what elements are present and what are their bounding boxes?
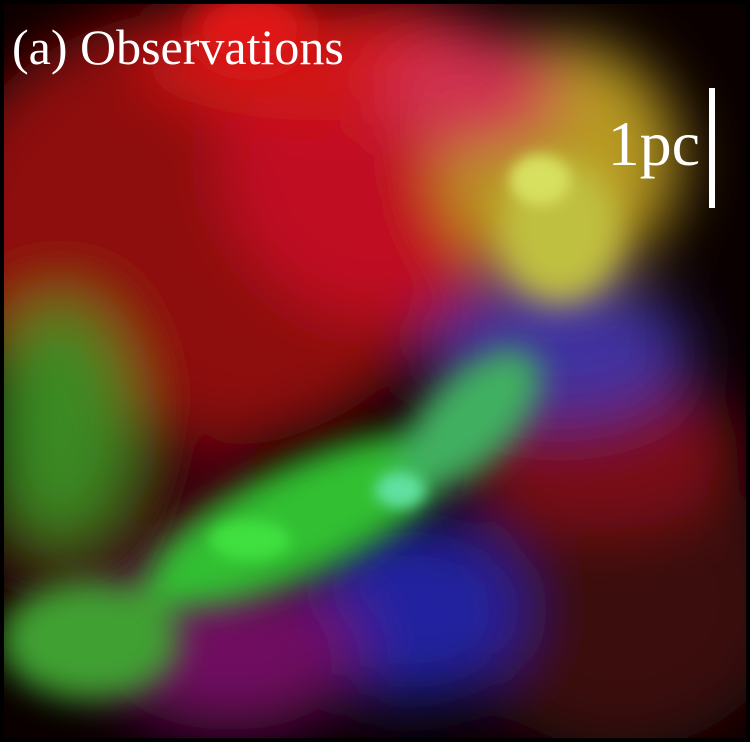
pink-region <box>380 30 560 150</box>
observation-image: (a) Observations 1pc <box>0 0 750 742</box>
cyan-knot <box>375 472 425 508</box>
yellow-knot <box>510 155 570 205</box>
green-knot <box>210 520 290 560</box>
scale-bar-label: 1pc <box>608 108 700 179</box>
panel-label: (a) Observations <box>12 19 344 75</box>
scale-bar <box>709 88 715 208</box>
green-filament <box>0 580 180 700</box>
